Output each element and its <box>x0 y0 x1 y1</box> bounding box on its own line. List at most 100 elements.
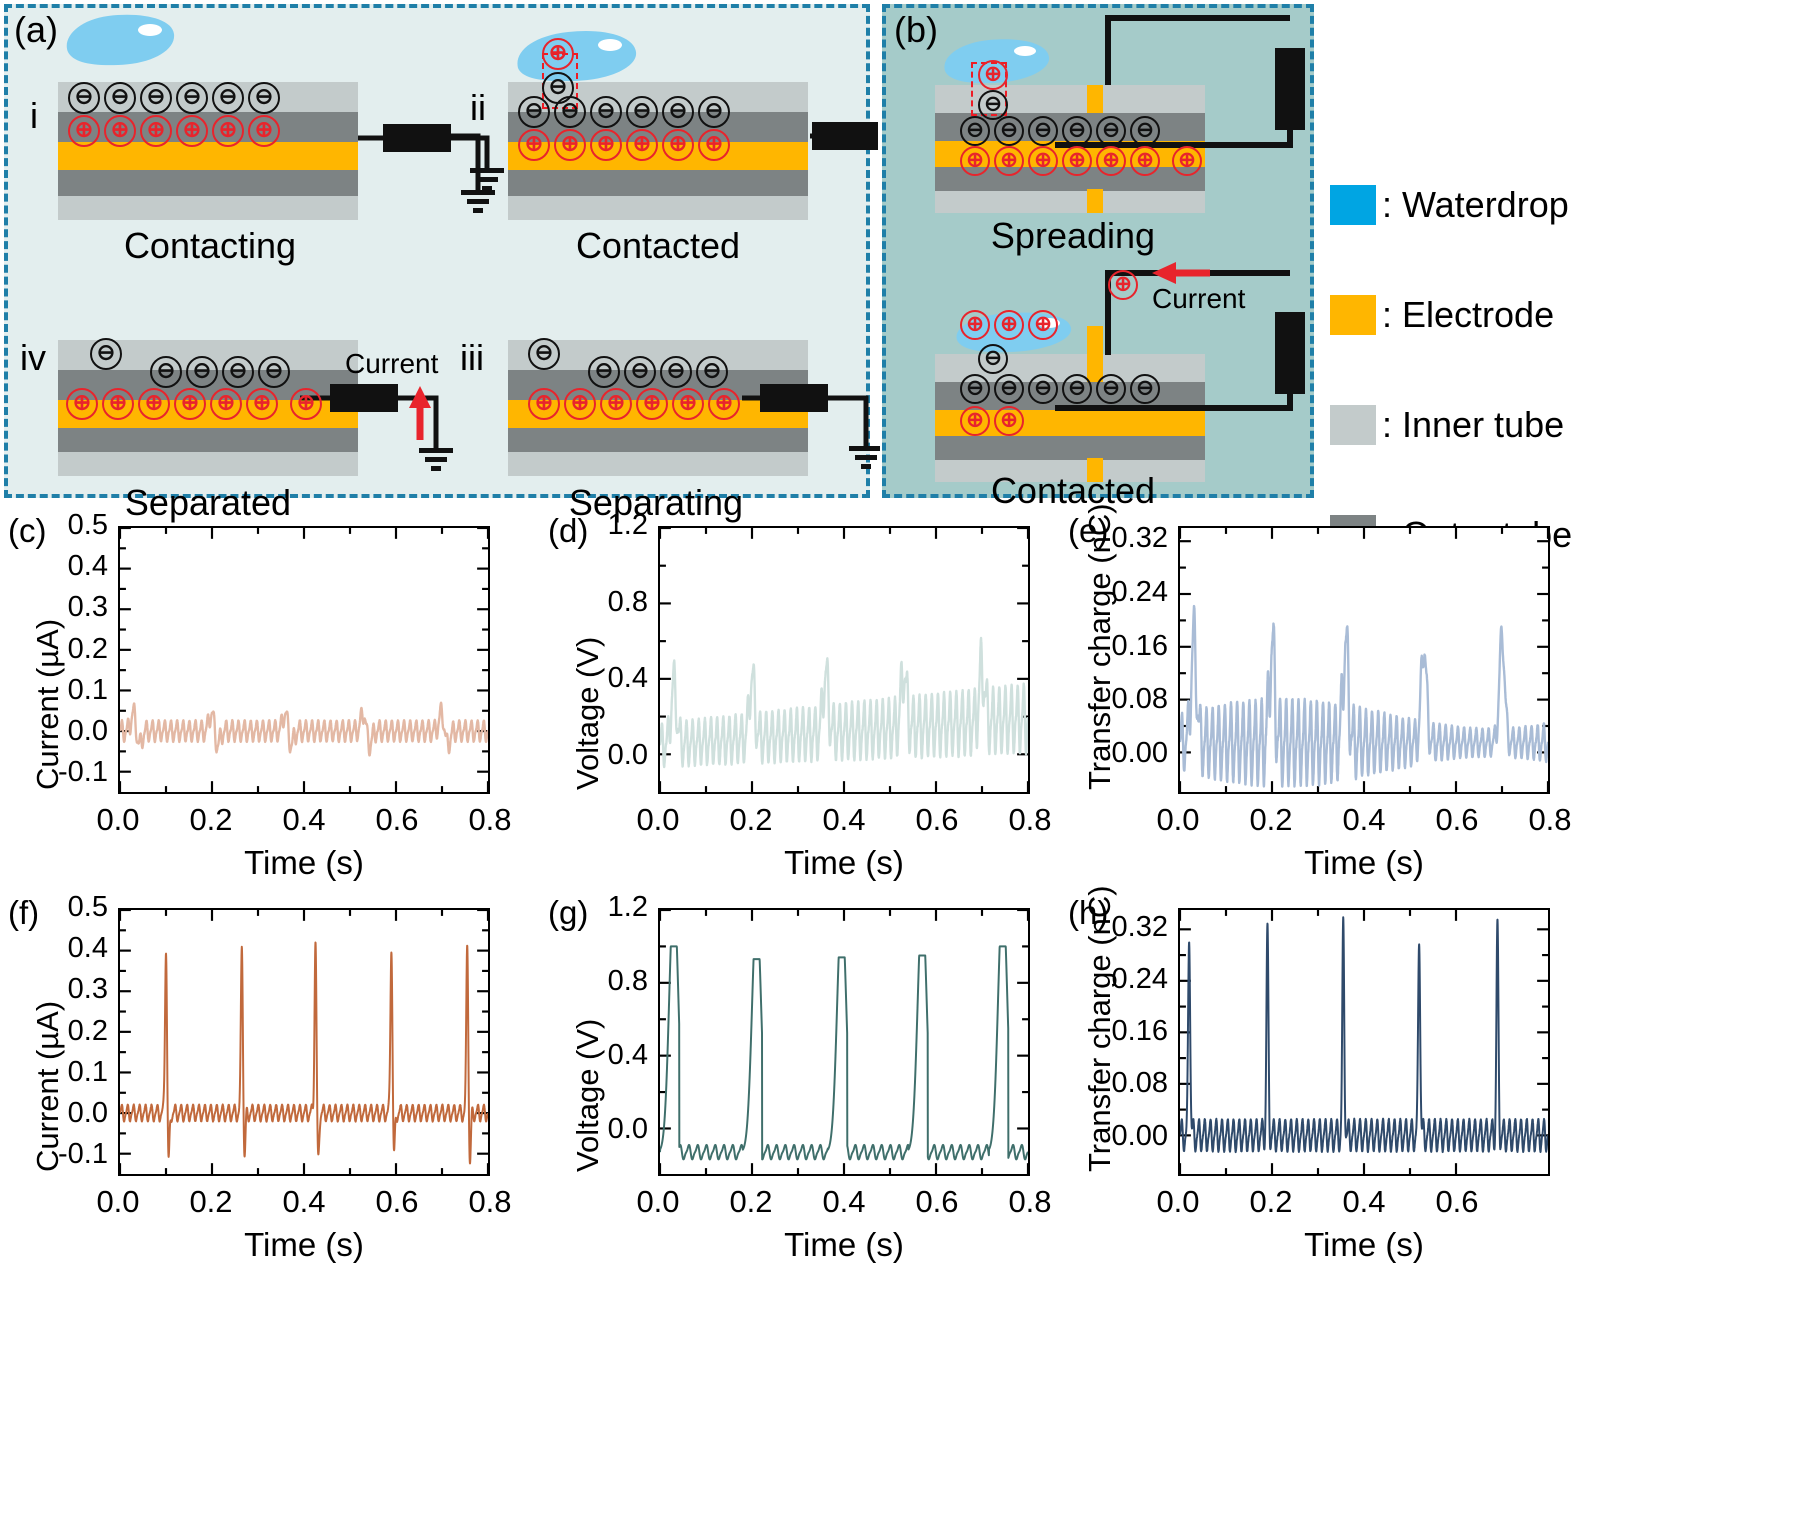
x-tick-label-d: 0.6 <box>915 802 959 837</box>
x-axis-label-d: Time (s) <box>784 844 904 881</box>
x-tick-label-h: 0.6 <box>1435 1184 1479 1219</box>
y-tick-label-g: 0.8 <box>607 964 648 997</box>
x-tick-label-c: 0.8 <box>468 802 512 837</box>
x-tick-label-g: 0.4 <box>822 1184 866 1219</box>
y-tick-label-f: 0.0 <box>67 1097 108 1130</box>
tube-stack-a-i <box>58 82 358 220</box>
y-tick-label-c: 0.4 <box>67 550 108 583</box>
layer-inner-top <box>58 82 358 112</box>
layer-outer-bottom <box>935 436 1205 460</box>
chart-tag-c: (c) <box>8 512 47 549</box>
y-tick-label-e: 0.00 <box>1111 736 1168 769</box>
layer-inner-bottom <box>58 196 358 220</box>
schematic-a-iii: iii Separating <box>460 320 880 523</box>
x-tick-label-e: 0.4 <box>1342 802 1386 837</box>
electrode-via <box>1087 458 1103 482</box>
electrode-via <box>1087 326 1103 382</box>
chart-tag-d: (d) <box>548 512 589 549</box>
x-axis-label-e: Time (s) <box>1304 844 1424 881</box>
y-axis-label-h: Transfer charge (nC) <box>1082 885 1117 1172</box>
layer-inner-bottom <box>935 191 1205 213</box>
y-tick-label-h: 0.08 <box>1111 1067 1168 1100</box>
x-tick-label-f: 0.2 <box>189 1184 233 1219</box>
layer-inner-bottom <box>508 452 808 476</box>
layer-electrode <box>58 142 358 170</box>
x-tick-label-e: 0.6 <box>1435 802 1479 837</box>
x-tick-label-g: 0.8 <box>1008 1184 1052 1219</box>
y-tick-label-f: 0.3 <box>67 973 108 1006</box>
x-tick-label-d: 0.0 <box>636 802 680 837</box>
x-tick-label-d: 0.4 <box>822 802 866 837</box>
x-tick-label-f: 0.6 <box>375 1184 419 1219</box>
data-trace-d <box>660 636 1028 769</box>
plot-area-f <box>118 908 490 1176</box>
waterdrop-icon <box>60 10 180 70</box>
legend-swatch-waterdrop <box>1330 185 1376 225</box>
axis-ticks-e <box>1180 528 1548 792</box>
data-trace-h <box>1180 916 1548 1154</box>
y-tick-label-c: 0.3 <box>67 591 108 624</box>
plot-area-c <box>118 526 490 794</box>
y-axis-label-e: Transfer charge (nC) <box>1082 503 1117 790</box>
y-tick-label-f: -0.1 <box>58 1138 108 1171</box>
x-tick-label-h: 0.0 <box>1156 1184 1200 1219</box>
x-tick-label-d: 0.2 <box>729 802 773 837</box>
axis-ticks-g <box>660 910 1028 1174</box>
chart-f: (f) -0.1 0.0 0.1 0.2 0.3 0.4 0.5 0.0 0.2 0.4 0.6 0.8… <box>0 890 540 1263</box>
y-tick-label-c: 0.0 <box>67 715 108 748</box>
y-axis-label-g: Voltage (V) <box>570 1018 605 1172</box>
layer-outer-bottom <box>508 428 808 452</box>
y-tick-label-d: 1.2 <box>607 509 648 541</box>
roman-numeral-ii: ii <box>470 87 486 128</box>
y-tick-label-d: 0.4 <box>607 662 648 695</box>
stage-caption-separated: Separated <box>124 482 292 523</box>
plot-area-d <box>658 526 1030 794</box>
y-tick-label-g: 1.2 <box>607 891 648 923</box>
chart-e: (e) 0.00 0.08 0.16 0.24 0.32 0.0 0.2 0.4 0.6 0.8 Ti… <box>1060 503 1605 881</box>
plot-area-g <box>658 908 1030 1176</box>
y-tick-label-e: 0.32 <box>1111 522 1168 555</box>
data-trace-f <box>120 941 488 1165</box>
schematic-a-ii: ii Contacted <box>470 30 890 266</box>
x-tick-label-f: 0.4 <box>282 1184 326 1219</box>
y-tick-label-e: 0.24 <box>1111 576 1168 608</box>
y-tick-label-g: 0.4 <box>607 1038 648 1071</box>
chart-g: (g) 0.0 0.4 0.8 1.2 0.0 0.2 0.4 0.6 0.8 Time (s) Vo… <box>540 890 1060 1263</box>
y-tick-label-f: 0.1 <box>67 1055 108 1088</box>
data-trace-g <box>660 945 1028 1161</box>
roman-numeral-i: i <box>30 95 38 136</box>
roman-numeral-iii: iii <box>460 337 484 378</box>
x-axis-label-f: Time (s) <box>244 1226 364 1263</box>
data-trace-e <box>1180 604 1548 788</box>
layer-outer-top <box>58 112 358 142</box>
layer-electrode <box>508 142 808 170</box>
layer-inner-bottom <box>935 460 1205 482</box>
y-axis-label-f: Current (µA) <box>30 1000 65 1172</box>
y-tick-label-d: 0.8 <box>607 585 648 618</box>
y-axis-label-d: Voltage (V) <box>570 636 605 790</box>
panel-a-tag: (a) <box>14 9 58 50</box>
plot-area-h <box>1178 908 1550 1176</box>
y-tick-label-f: 0.5 <box>67 891 108 923</box>
schematic-b-contacted: Contacted <box>935 310 1335 511</box>
panel-b-tag: (b) <box>894 9 938 50</box>
chart-c: (c) -0.1 0.0 0.1 0.2 0.3 0.4 0.5 0.0 0.2 0.4 0.6 0.8… <box>0 508 540 881</box>
stage-caption-contacting: Contacting <box>123 225 297 266</box>
surface-negative-charge: ⊖ <box>978 90 1008 120</box>
x-tick-label-e: 0.8 <box>1528 802 1572 837</box>
legend-swatch-inner-tube <box>1330 405 1376 445</box>
stage-caption-contacted-b: Contacted <box>990 470 1156 511</box>
stage-caption-spreading: Spreading <box>990 215 1156 256</box>
y-tick-label-f: 0.4 <box>67 932 108 965</box>
stage-caption-separating: Separating <box>568 482 744 523</box>
axis-ticks-f <box>120 910 488 1174</box>
x-tick-label-g: 0.0 <box>636 1184 680 1219</box>
y-tick-label-c: 0.5 <box>67 509 108 541</box>
current-label-a-iv: Current <box>345 348 439 379</box>
layer-inner-bottom <box>58 452 358 476</box>
chart-tag-f: (f) <box>8 894 40 931</box>
legend-label-waterdrop: : Waterdrop <box>1382 184 1569 225</box>
x-tick-label-e: 0.2 <box>1249 802 1293 837</box>
y-tick-label-c: 0.1 <box>67 673 108 706</box>
y-tick-label-h: 0.24 <box>1111 962 1168 995</box>
